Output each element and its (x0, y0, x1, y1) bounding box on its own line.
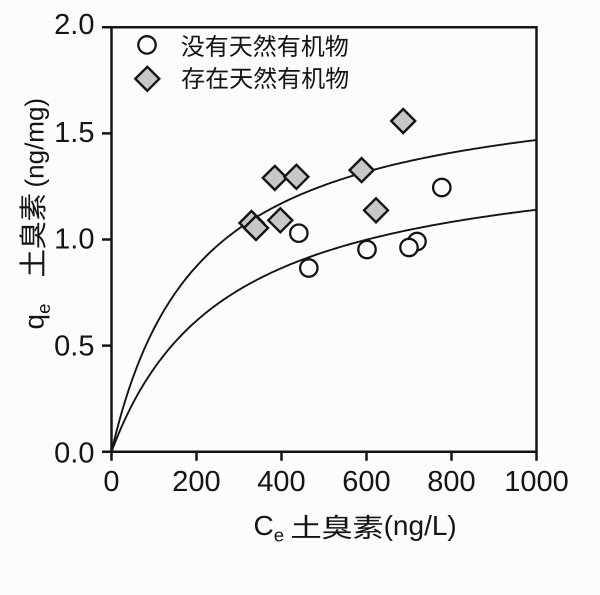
svg-text:0: 0 (103, 466, 119, 498)
svg-text:0.5: 0.5 (54, 330, 94, 362)
svg-text:1000: 1000 (504, 466, 569, 498)
svg-text:(ng/L): (ng/L) (384, 510, 457, 541)
svg-text:1.5: 1.5 (54, 117, 94, 149)
svg-text:800: 800 (427, 466, 475, 498)
svg-text:(ng/mg): (ng/mg) (19, 98, 49, 188)
svg-text:0.0: 0.0 (54, 437, 94, 469)
svg-text:400: 400 (257, 466, 305, 498)
svg-text:1.0: 1.0 (54, 224, 94, 256)
svg-text:200: 200 (172, 466, 220, 498)
svg-text:2.0: 2.0 (54, 9, 94, 41)
svg-text:600: 600 (342, 466, 390, 498)
